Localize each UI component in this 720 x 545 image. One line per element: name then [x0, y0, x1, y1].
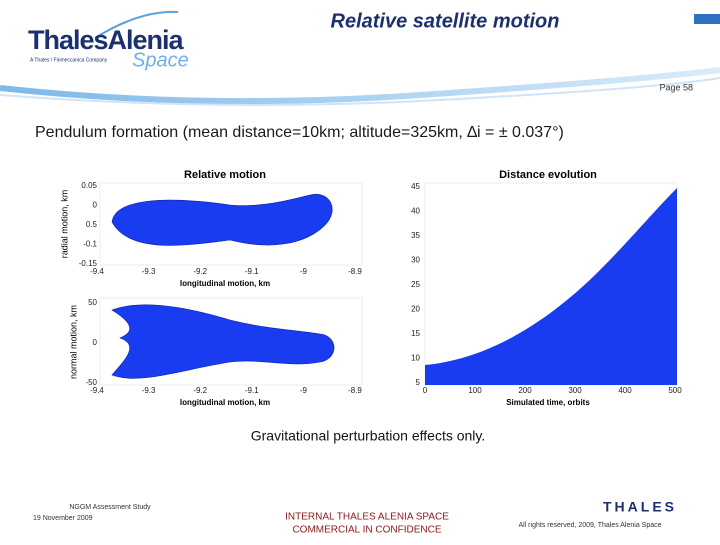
- tick-label: 5: [416, 378, 421, 387]
- header-swoosh: [0, 67, 720, 105]
- tick-label: -8.9: [348, 386, 362, 395]
- x-axis-label: Simulated time, orbits: [506, 398, 590, 407]
- plot-frame: [99, 182, 363, 266]
- tick-label: 500: [668, 386, 682, 395]
- y-axis-label: radial motion, km: [59, 190, 69, 259]
- tick-label: -50: [85, 378, 97, 387]
- logo-main: ThalesAlenia: [28, 25, 185, 55]
- subtitle: Pendulum formation (mean distance=10km; …: [35, 124, 564, 141]
- tick-label: 100: [468, 386, 482, 395]
- footer-rights: All rights reserved, 2009, Thales Alenia…: [518, 522, 661, 529]
- footer-date: 19 November 2009: [33, 515, 93, 522]
- tick-label: 400: [618, 386, 632, 395]
- page-number: Page 58: [659, 82, 693, 92]
- tick-label: 200: [518, 386, 532, 395]
- footer-confidential: INTERNAL THALES ALENIA SPACE: [285, 512, 449, 523]
- footer-confidential: COMMERCIAL IN CONFIDENCE: [292, 525, 441, 536]
- corner-block: [694, 14, 720, 24]
- plot-title: Distance evolution: [499, 169, 597, 181]
- tick-label: 0: [93, 201, 98, 210]
- tick-label: 25: [411, 280, 420, 289]
- footer-brand: THALES: [603, 499, 677, 515]
- tick-label: -9.4: [90, 386, 104, 395]
- distance-band: [425, 188, 677, 385]
- logo-space: Space: [132, 49, 189, 71]
- tick-label: -9: [300, 267, 308, 276]
- logo-arc: [94, 10, 179, 39]
- slide-title: Relative satellite motion: [331, 10, 560, 32]
- tick-label: -8.9: [348, 267, 362, 276]
- y-axis-label: normal motion, km: [68, 305, 78, 379]
- tick-label: 20: [411, 305, 420, 314]
- tick-label: -9.4: [90, 267, 104, 276]
- footer-study: NGGM Assessment Study: [69, 504, 151, 511]
- tick-label: 50: [88, 298, 97, 307]
- tick-label: 0.5: [86, 220, 98, 229]
- tick-label: -9.3: [142, 386, 156, 395]
- normal-motion-orbit: [111, 304, 335, 379]
- tick-label: 300: [568, 386, 582, 395]
- tick-label: 0: [93, 338, 98, 347]
- tick-label: 0: [423, 386, 428, 395]
- plot-title: Relative motion: [184, 169, 266, 181]
- tick-label: -9.3: [142, 267, 156, 276]
- x-axis-label: longitudinal motion, km: [180, 279, 270, 288]
- x-axis-label: longitudinal motion, km: [180, 398, 270, 407]
- tick-label: -9.1: [245, 267, 259, 276]
- tick-label: 10: [411, 354, 420, 363]
- logo-tagline: A Thales / Finmeccanica Company: [30, 57, 108, 63]
- tick-label: 40: [411, 207, 420, 216]
- tick-label: -9: [300, 386, 308, 395]
- caption: Gravitational perturbation effects only.: [251, 428, 486, 444]
- relative-motion-orbit: [111, 193, 333, 246]
- header-swoosh-line: [0, 77, 720, 106]
- tick-label: 45: [411, 182, 420, 191]
- tick-label: -9.1: [245, 386, 259, 395]
- tick-label: -0.15: [79, 259, 98, 268]
- tick-label: -9.2: [193, 267, 207, 276]
- plot-frame: [99, 297, 363, 386]
- tick-label: -9.2: [193, 386, 207, 395]
- tick-label: 0.05: [81, 181, 97, 190]
- tick-label: 30: [411, 256, 420, 265]
- tick-label: -0.1: [83, 240, 97, 249]
- tick-label: 15: [411, 329, 420, 338]
- tick-label: 35: [411, 231, 420, 240]
